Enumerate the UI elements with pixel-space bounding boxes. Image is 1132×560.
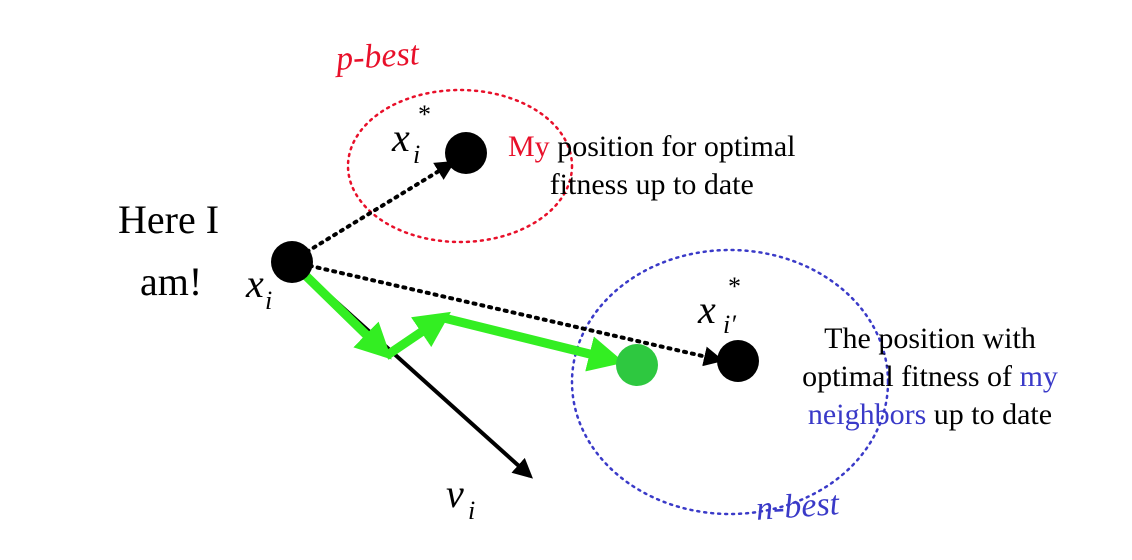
nbest-label: n-best — [754, 485, 841, 528]
green-step-3 — [442, 313, 625, 372]
pbest-label: p-best — [334, 35, 421, 78]
pbest-description-line2: fitness up to date — [549, 168, 754, 201]
nbest-description-line3: neighbors up to date — [807, 398, 1053, 431]
green-step-2 — [383, 311, 451, 360]
new-position-dot — [616, 344, 658, 386]
nbest-symbol: x * i′ — [698, 272, 741, 339]
pbest-description-line1: My position for optimal — [508, 130, 796, 163]
pbest-my-word: My — [508, 130, 550, 163]
here-label-line1: Here I — [118, 197, 220, 242]
nbest-region — [570, 248, 890, 516]
pbest-direction-arrow — [298, 160, 456, 258]
nbest-description-line1: The position with — [824, 322, 1036, 355]
pbest-symbol: x * i — [392, 100, 431, 169]
pbest-point-dot — [445, 132, 487, 174]
green-step-1 — [298, 268, 392, 360]
velocity-symbol: v i — [446, 471, 476, 525]
current-position-symbol: x i — [246, 261, 273, 315]
nbest-point-dot — [717, 340, 759, 382]
here-label-line2: am! — [140, 259, 203, 304]
nbest-description-line2: optimal fitness of my — [802, 360, 1058, 393]
current-position-dot — [271, 241, 313, 283]
pbest-description: My position for optimal fitness up to da… — [508, 128, 796, 204]
pbest-region — [346, 88, 574, 244]
nbest-description: The position with optimal fitness of my … — [780, 320, 1080, 434]
nbest-direction-arrow — [300, 262, 724, 367]
